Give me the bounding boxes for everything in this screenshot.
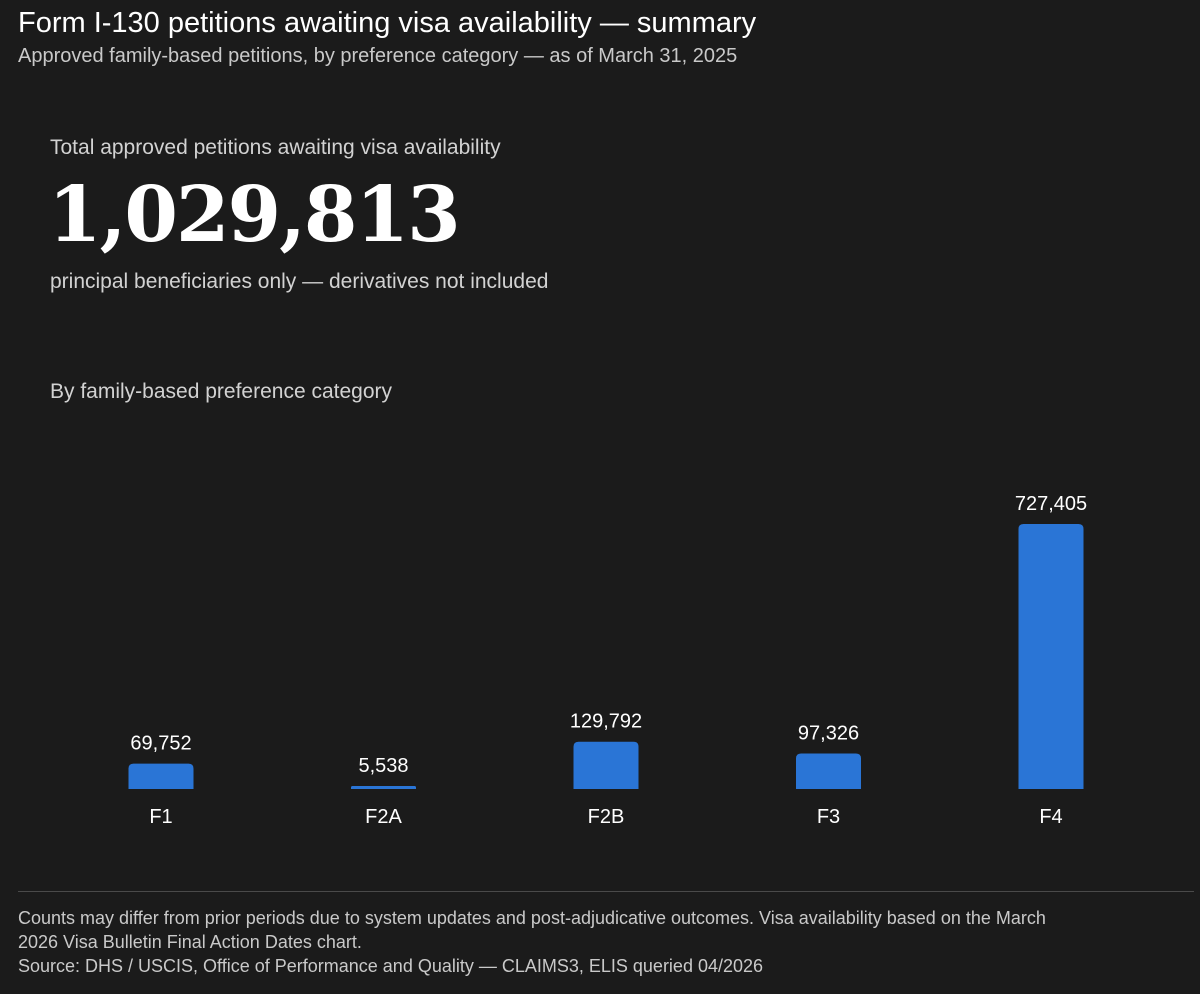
category-label-f1: F1 — [149, 806, 172, 828]
bar-f2b — [573, 741, 639, 789]
footnote-line-1: Counts may differ from prior periods due… — [18, 908, 1046, 928]
kpi-label: Total approved petitions awaiting visa a… — [50, 136, 501, 159]
category-label-f4: F4 — [1039, 806, 1062, 828]
footnote: Counts may differ from prior periods due… — [18, 906, 1194, 978]
value-label-f3: 97,326 — [798, 723, 859, 745]
kpi-note: principal beneficiaries only — derivativ… — [50, 270, 549, 293]
source-line: Source: DHS / USCIS, Office of Performan… — [18, 956, 764, 976]
bar-f3 — [796, 753, 861, 789]
chart-subtitle: Approved family-based petitions, by pref… — [18, 45, 738, 67]
value-label-f1: 69,752 — [130, 733, 191, 755]
value-label-f2b: 129,792 — [570, 711, 642, 733]
category-label-f2a: F2A — [365, 806, 402, 828]
value-label-f2a: 5,538 — [358, 755, 408, 777]
kpi-value: 1,029,813 — [48, 170, 461, 260]
bar-f2a — [351, 786, 416, 789]
chart-section-heading: By family-based preference category — [50, 380, 392, 403]
footer-divider — [18, 891, 1194, 892]
footnote-line-2: 2026 Visa Bulletin Final Action Dates ch… — [18, 932, 362, 952]
chart-title: Form I-130 petitions awaiting visa avail… — [18, 7, 757, 39]
value-label-f4: 727,405 — [1015, 493, 1087, 515]
bar-f4 — [1018, 524, 1084, 789]
bar-f1 — [128, 763, 194, 789]
category-label-f2b: F2B — [588, 806, 625, 828]
category-label-f3: F3 — [817, 806, 840, 828]
